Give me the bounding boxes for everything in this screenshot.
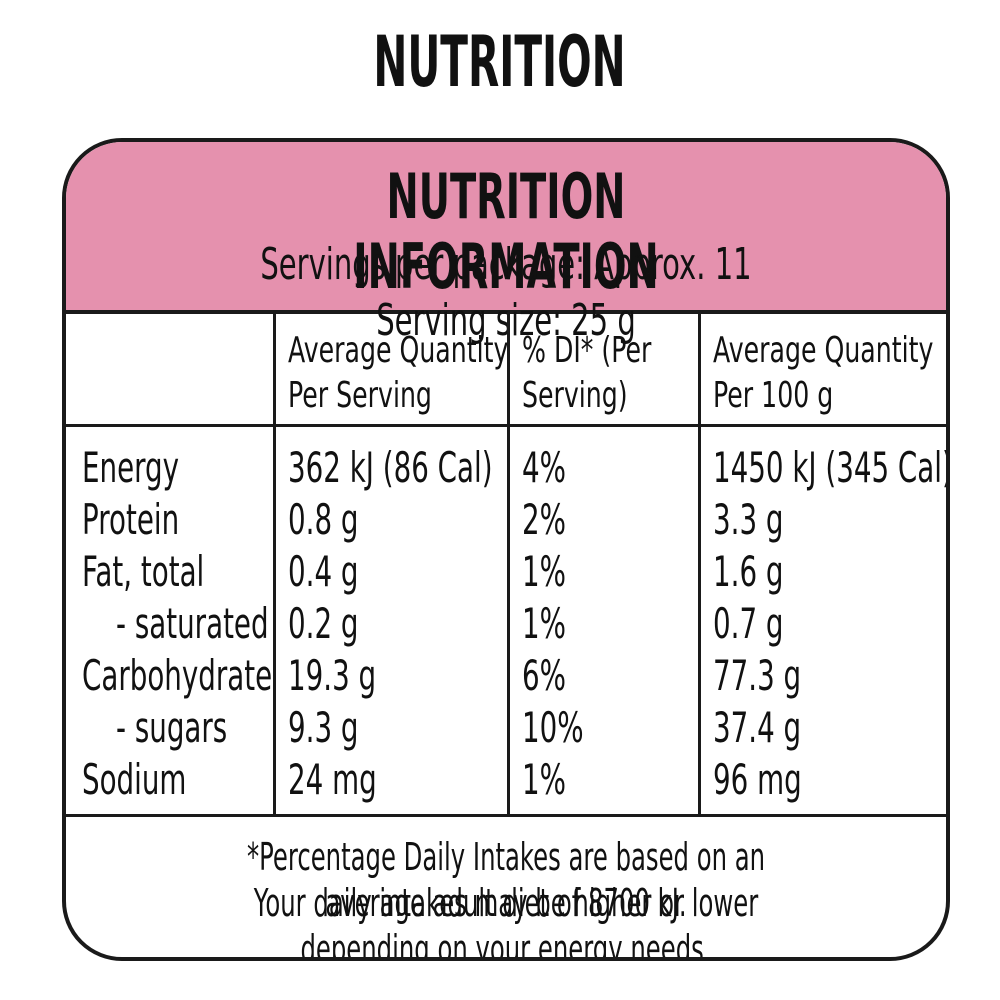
row-per-serving-fat-total: 0.4 g bbox=[288, 547, 359, 596]
column-header-per-serving: Average Quantity Per Serving bbox=[288, 328, 603, 418]
footnote-divider bbox=[66, 814, 946, 817]
row-di-fat-total: 1% bbox=[522, 547, 566, 596]
column-header-per-100g-line1: Average Quantity bbox=[713, 330, 934, 371]
row-per-100g-carbohydrate: 77.3 g bbox=[713, 651, 802, 700]
row-per-100g-protein: 3.3 g bbox=[713, 495, 784, 544]
row-per-100g-saturated: 0.7 g bbox=[713, 599, 784, 648]
row-di-saturated: 1% bbox=[522, 599, 566, 648]
row-di-protein: 2% bbox=[522, 495, 566, 544]
servings-info: Servings per package: Approx. 11 Serving… bbox=[66, 237, 946, 349]
header-row-divider bbox=[66, 424, 946, 427]
row-per-serving-saturated: 0.2 g bbox=[288, 599, 359, 648]
row-per-serving-sodium: 24 mg bbox=[288, 755, 377, 804]
panel-title-text: NUTRITION INFORMATION bbox=[353, 160, 659, 303]
column-divider-1 bbox=[273, 312, 276, 817]
row-label-fat-total: Fat, total bbox=[82, 547, 205, 596]
page-title: NUTRITION bbox=[0, 22, 1000, 102]
row-label-energy: Energy bbox=[82, 443, 180, 492]
page-title-text: NUTRITION bbox=[373, 21, 627, 103]
column-divider-2 bbox=[507, 312, 510, 817]
panel-title: NUTRITION INFORMATION bbox=[66, 162, 946, 302]
column-header-per-serving-line1: Average Quantity bbox=[288, 330, 509, 371]
row-label-sugars: - sugars bbox=[116, 703, 228, 752]
column-header-per-100g: Average Quantity Per 100 g bbox=[713, 328, 946, 418]
column-header-per-100g-line2: Per 100 g bbox=[713, 375, 834, 416]
row-label-carbohydrate: Carbohydrate bbox=[82, 651, 273, 700]
column-header-di: % DI* (Per Serving) bbox=[522, 328, 707, 418]
row-label-sodium: Sodium bbox=[82, 755, 187, 804]
row-per-serving-sugars: 9.3 g bbox=[288, 703, 359, 752]
column-divider-3 bbox=[698, 312, 701, 817]
panel-header: NUTRITION INFORMATION Servings per packa… bbox=[66, 142, 946, 346]
row-per-100g-sugars: 37.4 g bbox=[713, 703, 802, 752]
row-per-100g-sodium: 96 mg bbox=[713, 755, 802, 804]
row-di-carbohydrate: 6% bbox=[522, 651, 566, 700]
row-per-100g-fat-total: 1.6 g bbox=[713, 547, 784, 596]
row-di-energy: 4% bbox=[522, 443, 566, 492]
row-per-100g-energy: 1450 kJ (345 Cal) bbox=[713, 443, 950, 492]
row-per-serving-protein: 0.8 g bbox=[288, 495, 359, 544]
servings-info-text: Servings per package: Approx. 11 Serving… bbox=[260, 239, 752, 346]
column-header-di-line2: Serving) bbox=[522, 375, 628, 416]
row-per-serving-carbohydrate: 19.3 g bbox=[288, 651, 377, 700]
nutrition-panel: NUTRITION INFORMATION Servings per packa… bbox=[62, 138, 950, 961]
row-di-sodium: 1% bbox=[522, 755, 566, 804]
column-header-per-serving-line2: Per Serving bbox=[288, 375, 432, 416]
row-label-protein: Protein bbox=[82, 495, 180, 544]
footnote-line-2: Your daily intakes may be higher or lowe… bbox=[253, 881, 759, 961]
footnote-line-1: *Percentage Daily Intakes are based on a… bbox=[246, 835, 766, 925]
row-per-serving-energy: 362 kJ (86 Cal) bbox=[288, 443, 493, 492]
row-label-saturated: - saturated bbox=[116, 599, 269, 648]
column-header-di-line1: % DI* (Per bbox=[522, 330, 652, 371]
row-di-sugars: 10% bbox=[522, 703, 584, 752]
